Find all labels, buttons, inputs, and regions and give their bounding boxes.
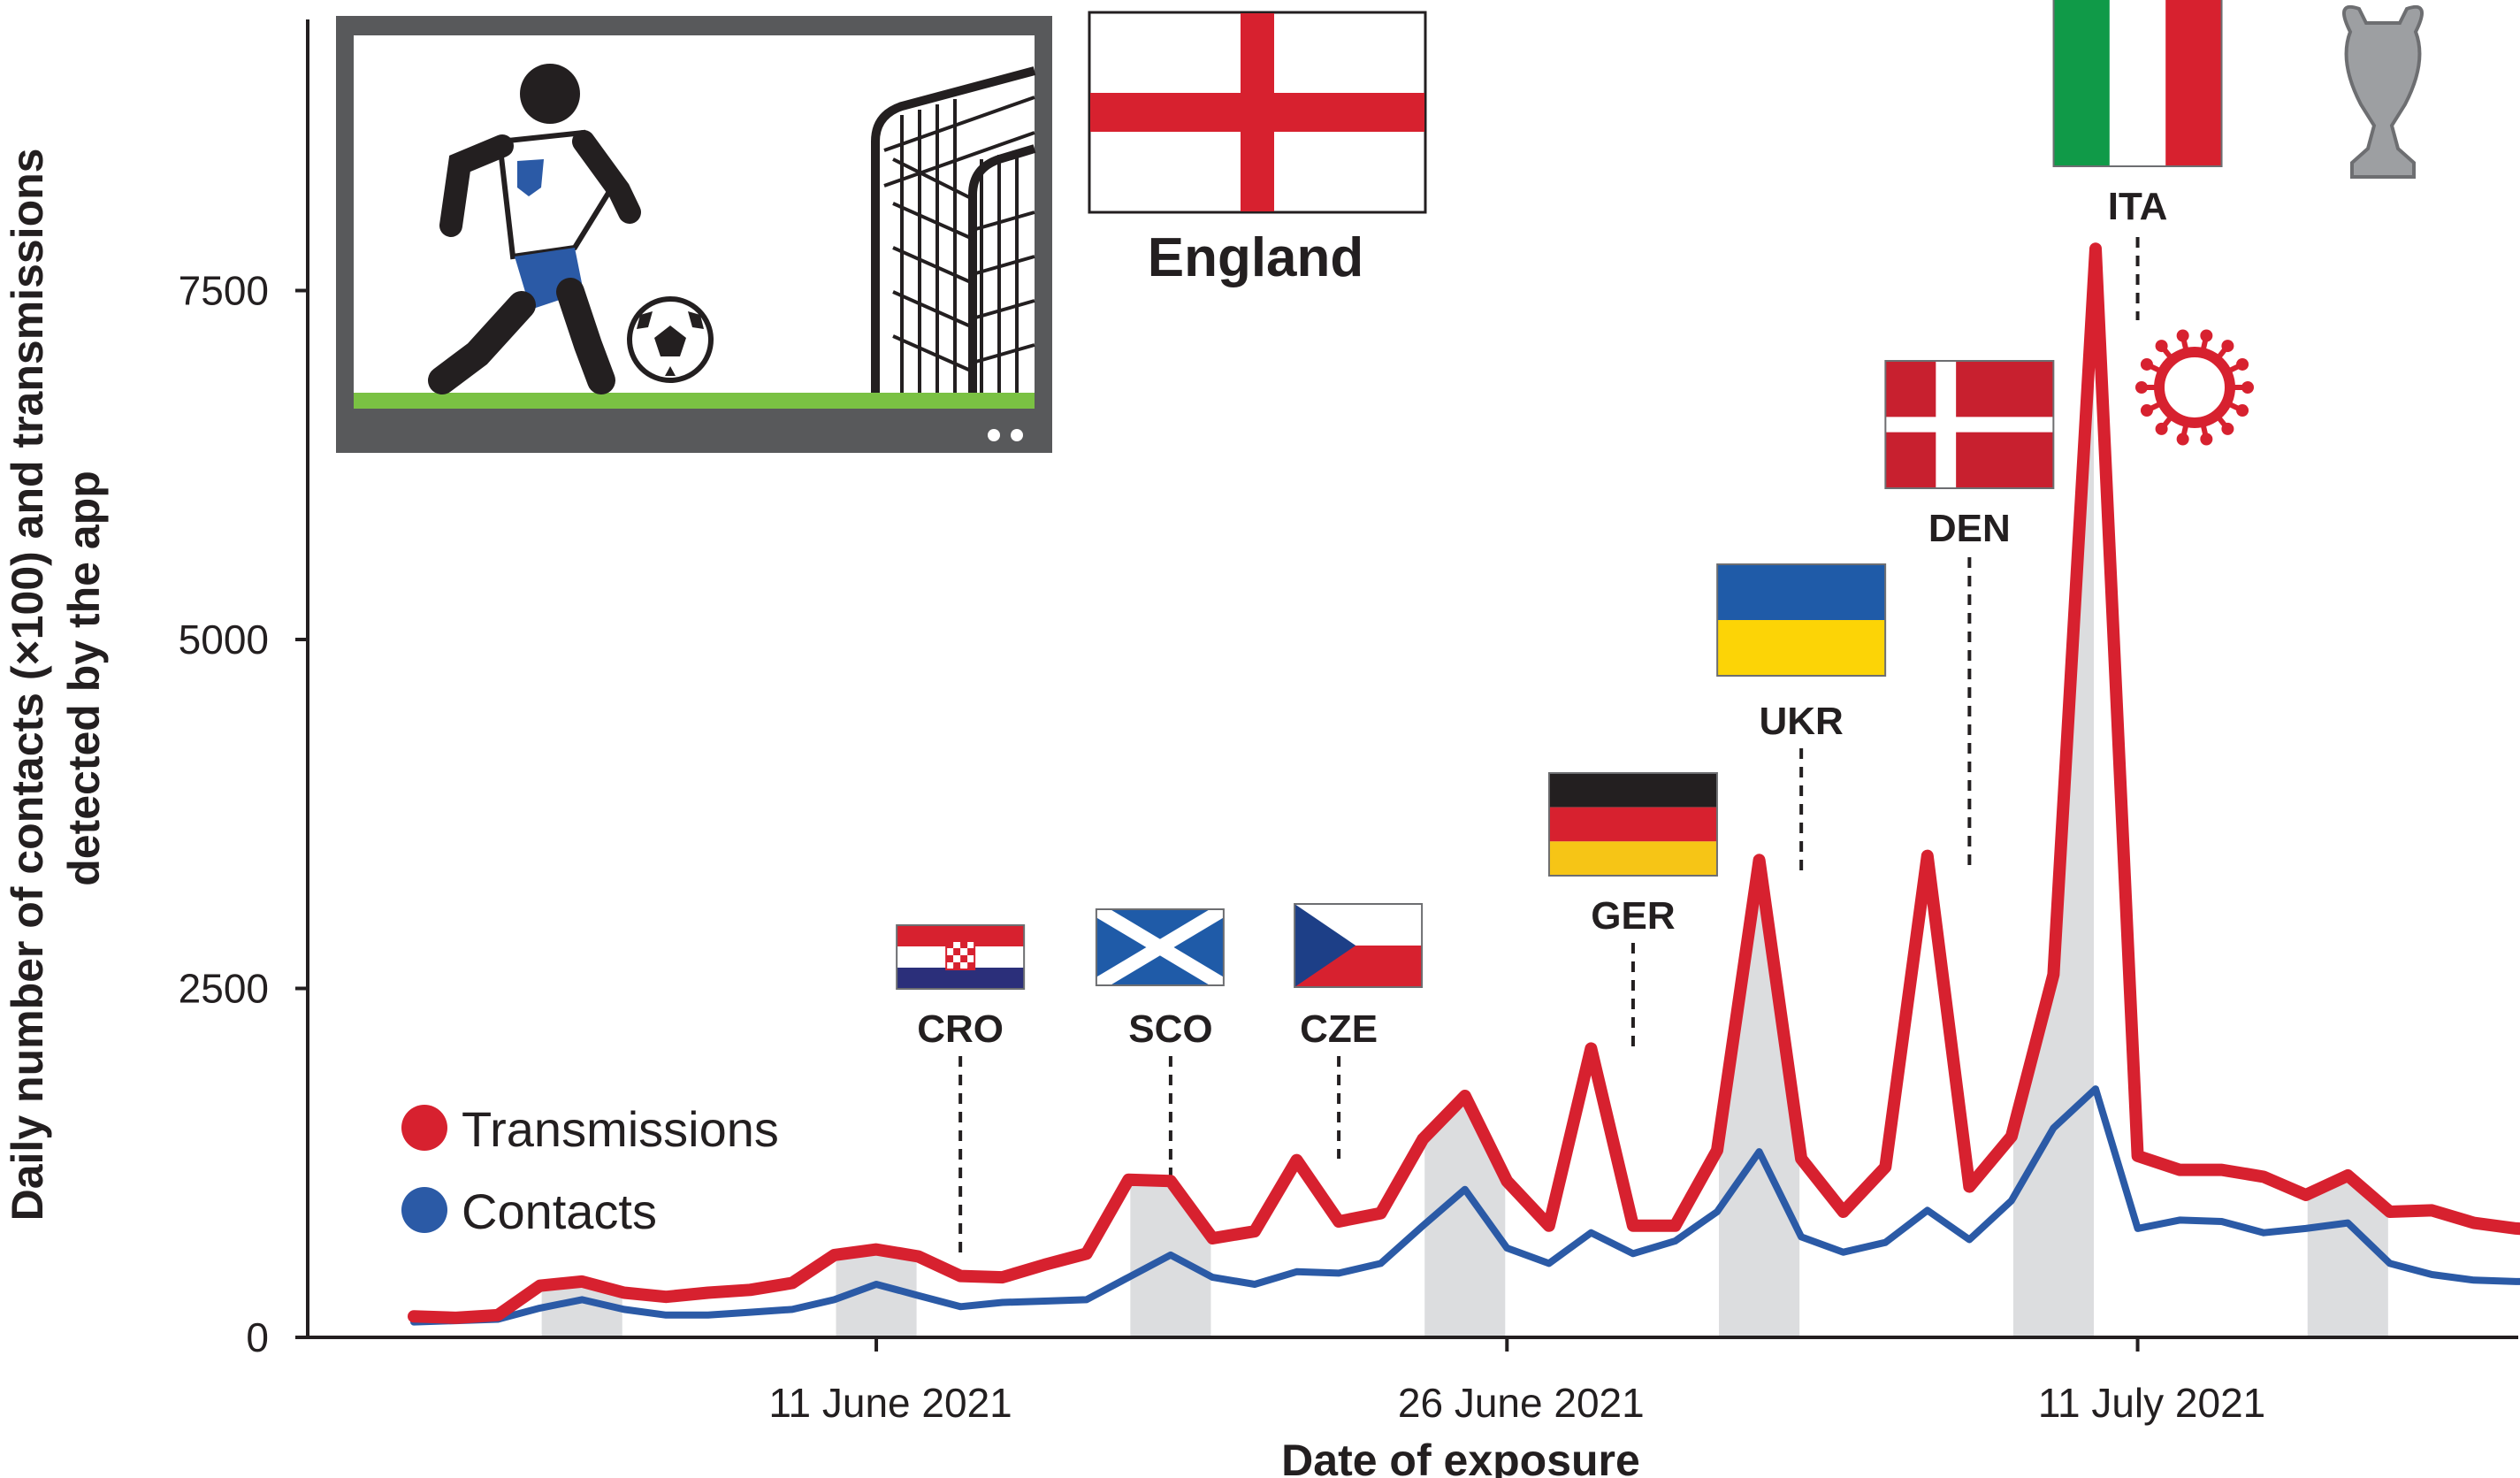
series-lines bbox=[408, 242, 2520, 1326]
country-label-cro: CRO bbox=[917, 1007, 1004, 1051]
x-tick-label: 11 June 2021 bbox=[768, 1380, 1012, 1426]
country-label-den: DEN bbox=[1928, 507, 2011, 550]
england-label: England bbox=[1148, 227, 1364, 288]
country-label-ger: GER bbox=[1591, 894, 1675, 938]
shaded-period-4 bbox=[1424, 1096, 1506, 1337]
tv-football-icon bbox=[336, 16, 1052, 453]
match-day-markers bbox=[958, 237, 2140, 1260]
country-label-ita: ITA bbox=[2108, 185, 2168, 228]
germany-flag-icon bbox=[1547, 772, 1718, 877]
y-tick-label: 5000 bbox=[179, 616, 269, 662]
series-line-contacts bbox=[410, 1085, 2520, 1326]
legend-transmissions-swatch bbox=[401, 1105, 447, 1151]
legend-contacts-swatch bbox=[401, 1187, 447, 1233]
denmark-flag-icon bbox=[1884, 360, 2055, 489]
country-label-ukr: UKR bbox=[1759, 700, 1843, 743]
axes bbox=[306, 19, 2518, 1339]
x-tick-label: 26 June 2021 bbox=[1398, 1380, 1645, 1426]
y-axis-title-line-2: detected by the app bbox=[59, 471, 109, 886]
trophy-icon bbox=[2341, 4, 2425, 179]
czech-flag-icon bbox=[1294, 903, 1424, 988]
y-ticks: 0 2500 5000 7500 bbox=[179, 268, 308, 1360]
y-tick-label: 7500 bbox=[179, 268, 269, 314]
croatia-flag-icon bbox=[896, 924, 1026, 990]
italy-flag-icon bbox=[2052, 0, 2223, 167]
country-label-cze: CZE bbox=[1300, 1007, 1378, 1051]
x-ticks: 11 June 2021 26 June 2021 11 July 2021 bbox=[768, 1337, 2265, 1426]
shaded-period-5 bbox=[1719, 860, 1800, 1337]
country-label-sco: SCO bbox=[1128, 1007, 1212, 1051]
legend-transmissions-label: Transmissions bbox=[462, 1101, 779, 1157]
ukraine-flag-icon bbox=[1716, 563, 1887, 677]
virus-icon bbox=[2135, 329, 2254, 446]
shaded-period-2 bbox=[836, 1249, 917, 1337]
shaded-period-7 bbox=[2307, 1175, 2388, 1337]
y-axis-title-line-1: Daily number of contacts (×100) and tran… bbox=[3, 149, 52, 1221]
country-flags: CRO SCO CZE GER UKR DEN ITA bbox=[896, 0, 2223, 1051]
shaded-period-1 bbox=[541, 1281, 622, 1337]
x-axis-title: Date of exposure bbox=[1281, 1436, 1640, 1478]
x-tick-label: 11 July 2021 bbox=[2038, 1380, 2265, 1426]
y-tick-label: 0 bbox=[246, 1314, 269, 1360]
legend-contacts-label: Contacts bbox=[462, 1183, 657, 1239]
scotland-flag-icon bbox=[1092, 903, 1228, 992]
y-tick-label: 2500 bbox=[179, 966, 269, 1012]
series-line-transmissions bbox=[408, 242, 2520, 1324]
legend: Transmissions Contacts bbox=[401, 1101, 779, 1239]
y-axis-title: Daily number of contacts (×100) and tran… bbox=[3, 136, 109, 1221]
england-flag-icon bbox=[1088, 11, 1427, 214]
